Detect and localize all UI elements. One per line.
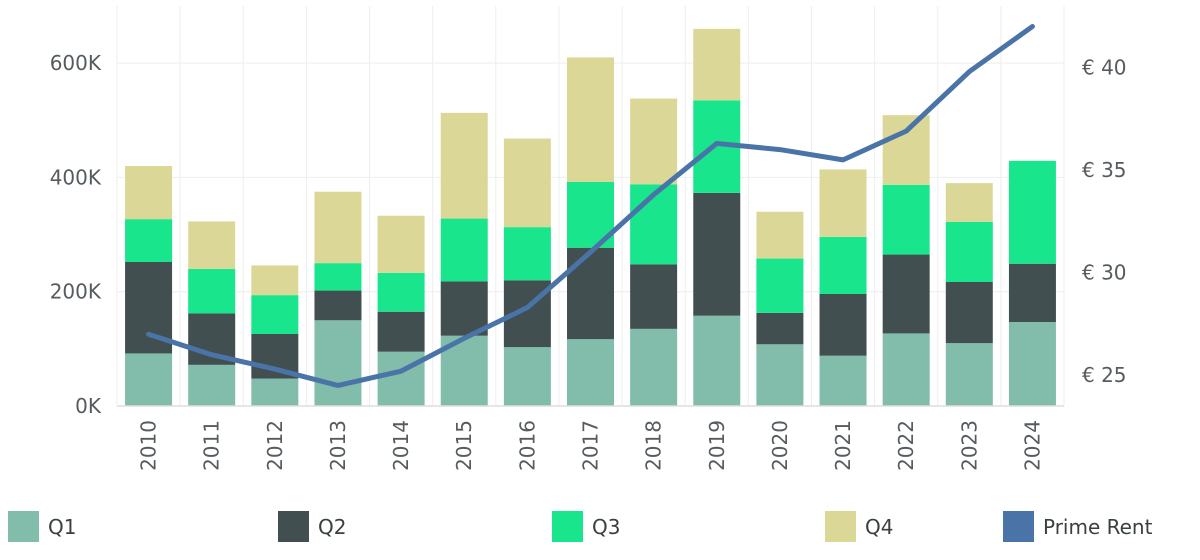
- legend-swatch: [278, 511, 309, 542]
- bar-q1-2017: [567, 339, 614, 406]
- bar-q1-2021: [819, 355, 867, 406]
- x-tick-label: 2024: [1020, 420, 1044, 471]
- x-tick-label: 2019: [705, 420, 729, 471]
- y-right-tick-label: € 25: [1082, 363, 1127, 387]
- x-tick-label: 2018: [642, 420, 666, 471]
- bar-q3-2022: [882, 184, 930, 255]
- axes: 0K 200K 400K 600K € 25 € 30 € 35 € 40 2010 2011 20…: [50, 51, 1127, 471]
- y-right-tick-label: € 35: [1082, 158, 1127, 182]
- x-tick-label: 2015: [452, 420, 476, 471]
- prime-rent-line: [146, 24, 1035, 388]
- bar-q3-2020: [756, 258, 804, 313]
- legend-swatch: [8, 511, 39, 542]
- bar-q2-2019: [693, 192, 741, 316]
- bar-q4-2019: [693, 28, 741, 101]
- bar-q1-2011: [188, 364, 236, 406]
- legend-swatch: [1003, 511, 1034, 542]
- bar-q2-2015: [440, 281, 488, 336]
- y-left-tick-label: 400K: [50, 165, 102, 189]
- legend-item-q3: Q3: [552, 511, 620, 542]
- bar-q4-2016: [503, 138, 551, 228]
- legend-item-q4: Q4: [825, 511, 893, 542]
- bar-q1-2013: [314, 320, 362, 406]
- bar-q2-2018: [630, 264, 678, 329]
- bar-q3-2013: [314, 263, 362, 291]
- bar-q3-2012: [251, 295, 299, 334]
- legend-swatch: [825, 511, 856, 542]
- bar-q4-2012: [251, 265, 299, 296]
- bar-q2-2020: [756, 312, 804, 345]
- bar-q4-2013: [314, 191, 362, 264]
- y-left-tick-label: 200K: [50, 280, 102, 304]
- bar-q2-2021: [819, 294, 867, 356]
- legend: Q1 Q2 Q3 Q4 Prime Rent: [8, 511, 1153, 542]
- bar-q2-2023: [945, 282, 993, 344]
- legend-item-q1: Q1: [8, 511, 76, 542]
- bar-q3-2023: [945, 222, 993, 282]
- bar-q4-2010: [125, 166, 173, 220]
- bar-q3-2021: [819, 236, 867, 294]
- x-tick-label: 2017: [579, 420, 603, 471]
- x-tick-label: 2016: [515, 420, 539, 471]
- x-tick-label: 2010: [137, 420, 161, 471]
- bar-q2-2014: [377, 311, 425, 352]
- bar-q2-2022: [882, 254, 930, 334]
- y-right-tick-label: € 40: [1082, 56, 1127, 80]
- prime-rent-series-line: [146, 24, 1035, 388]
- x-tick-label: 2012: [263, 420, 287, 471]
- bar-q3-2015: [440, 218, 488, 282]
- bar-q4-2011: [188, 221, 236, 269]
- legend-label: Q2: [318, 515, 346, 539]
- bar-q4-2015: [440, 112, 488, 219]
- bar-q1-2022: [882, 333, 930, 406]
- legend-item-q2: Q2: [278, 511, 346, 542]
- legend-label: Prime Rent: [1043, 515, 1153, 539]
- bar-q1-2019: [693, 315, 741, 406]
- legend-label: Q1: [48, 515, 76, 539]
- bar-q4-2022: [882, 115, 930, 185]
- bar-q1-2020: [756, 344, 804, 406]
- legend-label: Q4: [865, 515, 893, 539]
- x-tick-label: 2014: [389, 420, 413, 471]
- bar-q4-2018: [630, 98, 678, 185]
- bars: [125, 28, 1056, 406]
- legend-swatch: [552, 511, 583, 542]
- bar-q2-2017: [567, 247, 614, 340]
- legend-label: Q3: [592, 515, 620, 539]
- bar-q3-2014: [377, 272, 425, 312]
- bar-q3-2010: [125, 219, 173, 262]
- bar-q1-2010: [125, 353, 173, 406]
- bar-q3-2016: [503, 227, 551, 281]
- bar-q1-2023: [945, 343, 993, 406]
- y-right-tick-label: € 30: [1082, 261, 1127, 285]
- bar-q1-2018: [630, 328, 678, 406]
- x-tick-label: 2023: [957, 420, 981, 471]
- x-tick-label: 2013: [326, 420, 350, 471]
- bar-q3-2024: [1008, 160, 1056, 264]
- x-tick-label: 2022: [894, 420, 918, 471]
- bar-q4-2020: [756, 211, 804, 259]
- bar-q3-2011: [188, 268, 236, 314]
- bar-q2-2013: [314, 290, 362, 321]
- x-tick-label: 2021: [831, 420, 855, 471]
- bar-q1-2012: [251, 378, 299, 406]
- bar-q2-2024: [1008, 263, 1056, 322]
- bar-q4-2017: [567, 57, 614, 182]
- x-tick-label: 2020: [768, 420, 792, 471]
- bar-q1-2024: [1008, 322, 1056, 406]
- bar-q4-2014: [377, 215, 425, 273]
- y-left-tick-label: 0K: [75, 394, 102, 418]
- x-tick-label: 2011: [200, 420, 224, 471]
- bar-q4-2023: [945, 183, 993, 222]
- y-left-tick-label: 600K: [50, 51, 102, 75]
- legend-item-prime-rent: Prime Rent: [1003, 511, 1153, 542]
- bar-q1-2016: [503, 347, 551, 406]
- bar-q4-2021: [819, 169, 867, 237]
